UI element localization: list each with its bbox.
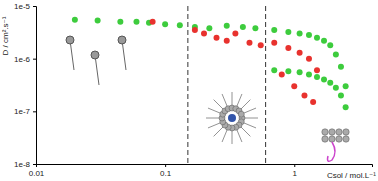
aggregate-head	[329, 136, 335, 142]
x-tick: 0.1	[160, 164, 172, 178]
y-tick: 1e-8	[14, 160, 36, 169]
data-point	[271, 67, 277, 73]
data-point	[271, 40, 277, 46]
data-point	[271, 27, 277, 33]
y-tick: 1e-7	[14, 107, 36, 116]
plot-area	[66, 6, 349, 164]
aggregate-head	[336, 136, 342, 142]
surfactant-head	[66, 36, 74, 44]
data-point	[201, 31, 207, 37]
data-point	[285, 45, 291, 51]
data-point	[177, 22, 183, 28]
data-point	[279, 72, 285, 78]
data-point	[291, 83, 297, 89]
y-axis-line	[33, 7, 37, 165]
micelle-core	[228, 114, 236, 122]
data-point	[306, 32, 312, 38]
surfactant-head	[118, 36, 126, 44]
y-tick-mark	[33, 59, 36, 60]
data-point	[285, 29, 291, 35]
data-point	[306, 72, 312, 78]
aggregate-head	[343, 129, 349, 135]
data-point	[246, 40, 252, 46]
data-point	[252, 25, 258, 31]
x-tick: 1	[293, 164, 298, 178]
aggregate-head	[329, 129, 335, 135]
data-point	[301, 92, 307, 98]
aggregate-head	[322, 129, 328, 135]
x-tick-label: 0.01	[29, 169, 45, 178]
data-point	[224, 38, 230, 44]
data-point	[192, 27, 198, 33]
data-point	[310, 99, 316, 105]
data-point	[343, 104, 349, 110]
data-point	[314, 67, 320, 73]
y-tick-label: 1e-8	[14, 160, 31, 169]
surfactant-tail	[122, 40, 126, 70]
data-point	[72, 17, 78, 23]
data-point	[150, 19, 156, 25]
y-axis: 1e-8 1e-7 1e-6 1e-5	[14, 2, 37, 169]
divider-line	[265, 6, 266, 164]
aggregate-head	[322, 136, 328, 142]
data-point	[224, 23, 230, 29]
data-point	[232, 31, 238, 37]
surfactant-tail	[70, 40, 74, 70]
x-tick-mark	[294, 164, 295, 167]
data-point	[321, 77, 327, 83]
divider-line	[187, 6, 188, 164]
data-point	[327, 80, 333, 86]
y-tick: 1e-6	[14, 55, 36, 64]
surfactant-tail	[95, 55, 99, 85]
series-1	[150, 19, 320, 105]
data-point	[240, 24, 246, 30]
surfactant-head	[91, 51, 99, 59]
x-tick-label: 1	[293, 169, 298, 178]
y-tick-mark	[33, 6, 36, 7]
y-axis-title: D / cm².s⁻¹	[1, 16, 10, 55]
data-point	[117, 19, 123, 25]
data-point	[333, 51, 339, 57]
x-axis-line	[37, 165, 373, 168]
x-axis: 0.01 0.1 1	[29, 164, 373, 178]
aggregate-core	[328, 142, 336, 161]
series-0	[72, 17, 349, 110]
data-point	[327, 42, 333, 48]
x-tick: 0.01	[29, 164, 45, 178]
micelle-head	[238, 111, 244, 117]
x-axis-title: Csol / mol.L⁻¹	[327, 171, 376, 180]
data-point	[285, 68, 291, 74]
data-point	[338, 92, 344, 98]
data-point	[314, 35, 320, 41]
y-tick-mark	[33, 111, 36, 112]
data-point	[214, 35, 220, 41]
data-point	[297, 50, 303, 56]
data-point	[297, 69, 303, 75]
aggregate-head	[336, 129, 342, 135]
data-point	[343, 83, 349, 89]
y-tick-label: 1e-7	[14, 107, 31, 116]
data-point	[162, 21, 168, 27]
y-tick-mark	[33, 164, 36, 165]
y-tick: 1e-5	[14, 2, 36, 11]
data-point	[321, 38, 327, 44]
chart: 0.01 0.1 1 1e-8 1e-7 1e-6 1e-5 D / cm².s⁻¹ Csol …	[0, 0, 378, 181]
y-tick-label: 1e-5	[14, 2, 31, 11]
data-point	[297, 31, 303, 37]
aggregate-head	[343, 136, 349, 142]
x-tick-mark	[165, 164, 166, 167]
y-tick-label: 1e-6	[14, 55, 31, 64]
data-point	[258, 42, 264, 48]
data-point	[206, 25, 212, 31]
data-point	[95, 18, 101, 24]
data-point	[306, 56, 312, 62]
data-point	[333, 85, 339, 91]
x-tick-label: 0.1	[160, 169, 172, 178]
data-point	[314, 74, 320, 80]
illustration	[66, 36, 349, 161]
data-point	[338, 64, 344, 70]
data-point	[133, 19, 139, 25]
